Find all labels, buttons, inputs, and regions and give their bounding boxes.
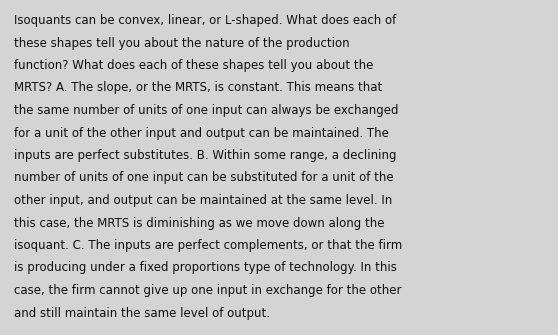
Text: function? What does each of these shapes tell you about the: function? What does each of these shapes… xyxy=(14,59,373,72)
Text: these shapes tell you about the nature of the production: these shapes tell you about the nature o… xyxy=(14,37,350,50)
Text: case, the firm cannot give up one input in exchange for the other: case, the firm cannot give up one input … xyxy=(14,284,402,297)
Text: the same number of units of one input can always be exchanged: the same number of units of one input ca… xyxy=(14,104,398,117)
Text: number of units of one input can be substituted for a unit of the: number of units of one input can be subs… xyxy=(14,172,393,185)
Text: other input, and output can be maintained at the same level. In: other input, and output can be maintaine… xyxy=(14,194,392,207)
Text: this case, the MRTS is diminishing as we move down along the: this case, the MRTS is diminishing as we… xyxy=(14,216,384,229)
Text: for a unit of the other input and output can be maintained. The: for a unit of the other input and output… xyxy=(14,127,389,139)
Text: inputs are perfect substitutes. B. Within some range, a declining: inputs are perfect substitutes. B. Withi… xyxy=(14,149,397,162)
Text: and still maintain the same level of output.: and still maintain the same level of out… xyxy=(14,307,270,320)
Text: is producing under a fixed proportions type of technology. In this: is producing under a fixed proportions t… xyxy=(14,262,397,274)
Text: isoquant. C. The inputs are perfect complements, or that the firm: isoquant. C. The inputs are perfect comp… xyxy=(14,239,402,252)
Text: MRTS? A. The slope, or the MRTS, is constant. This means that: MRTS? A. The slope, or the MRTS, is cons… xyxy=(14,81,382,94)
Text: Isoquants can be convex, linear, or L-shaped. What does each of: Isoquants can be convex, linear, or L-sh… xyxy=(14,14,396,27)
